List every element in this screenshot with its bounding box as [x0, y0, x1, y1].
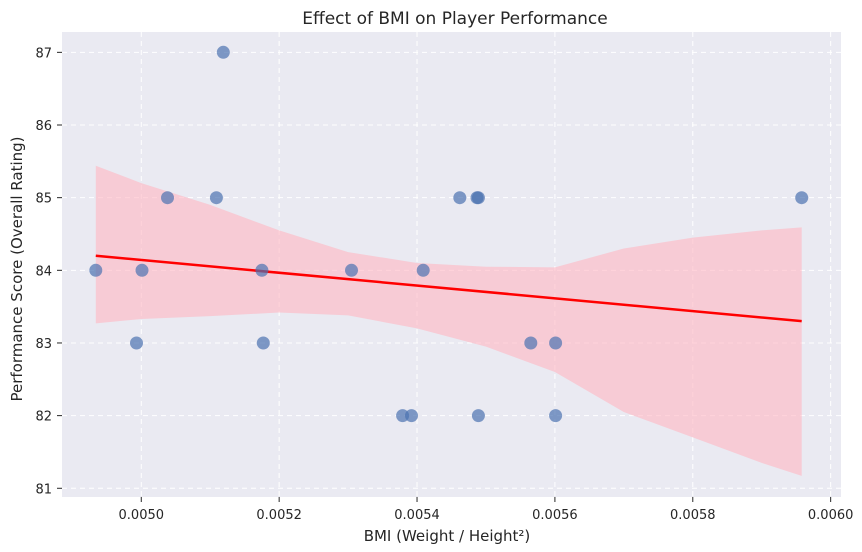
- regression-line: [95, 254, 802, 323]
- x-axis-label: BMI (Weight / Height²): [364, 527, 531, 545]
- x-tick-label: 0.0050: [119, 508, 165, 523]
- data-point: [256, 336, 270, 350]
- data-point: [524, 336, 538, 350]
- x-tick-label: 0.0060: [808, 508, 854, 523]
- x-tick-label: 0.0052: [256, 508, 302, 523]
- data-point: [216, 45, 230, 59]
- data-point: [405, 409, 418, 423]
- data-point: [471, 409, 485, 423]
- data-point: [161, 191, 174, 205]
- y-tick-label: 87: [35, 46, 52, 61]
- y-axis-ticks: 81 82 83 84 85 86 87: [35, 46, 62, 497]
- x-tick-label: 0.0058: [670, 508, 716, 523]
- confidence-band: [95, 165, 802, 476]
- data-point: [795, 191, 809, 205]
- y-tick-label: 81: [35, 482, 52, 497]
- data-point: [471, 191, 485, 205]
- y-tick-label: 86: [35, 119, 52, 134]
- data-point: [209, 191, 223, 205]
- chart-title: Effect of BMI on Player Performance: [302, 9, 607, 29]
- data-point: [453, 191, 467, 205]
- data-point: [130, 336, 143, 350]
- data-point: [89, 263, 103, 277]
- data-point: [345, 263, 358, 277]
- y-axis-label: Performance Score (Overall Rating): [8, 136, 26, 401]
- x-tick-label: 0.0056: [532, 508, 578, 523]
- y-tick-label: 83: [35, 337, 52, 352]
- data-point: [255, 263, 269, 277]
- y-tick-label: 84: [35, 264, 52, 279]
- data-point: [135, 263, 149, 277]
- x-tick-label: 0.0054: [394, 508, 440, 523]
- y-tick-label: 85: [35, 192, 52, 207]
- regression-line-group: [95, 254, 802, 323]
- x-axis-ticks: 0.0050 0.0052 0.0054 0.0056 0.0058 0.0060: [119, 497, 854, 523]
- data-point: [549, 336, 563, 350]
- data-point: [416, 263, 430, 277]
- confidence-band-area: [95, 165, 802, 476]
- y-tick-label: 82: [35, 410, 52, 425]
- data-point: [549, 409, 563, 423]
- data-point: [396, 409, 410, 423]
- data-points: [89, 45, 809, 423]
